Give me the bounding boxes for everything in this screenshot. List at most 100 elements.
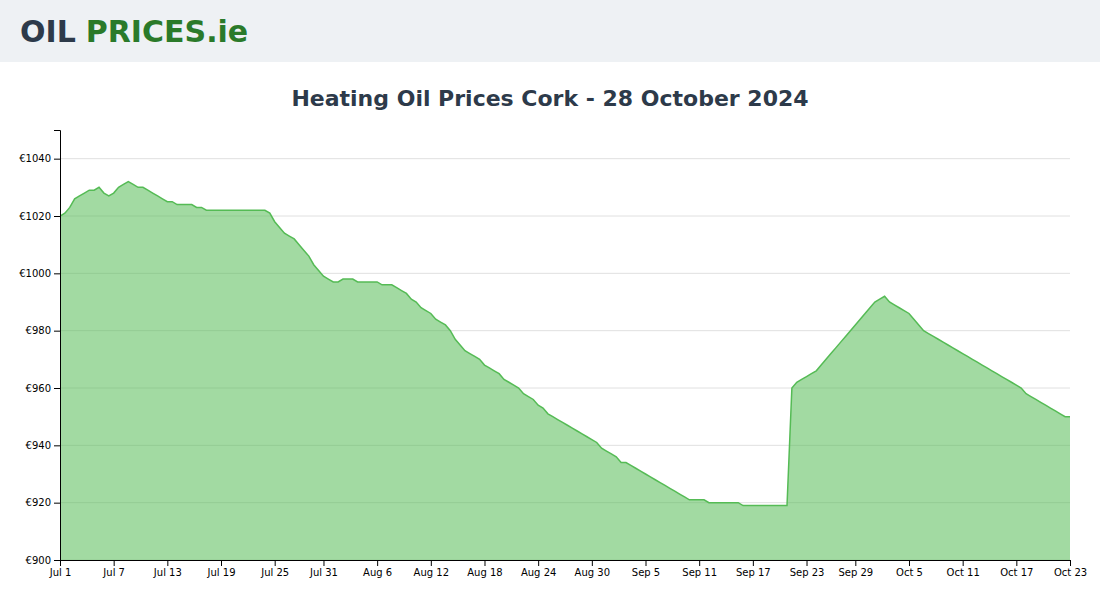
x-tick-label: Sep 23 [790,567,825,578]
x-tick-mark [167,560,168,566]
grid [60,159,1070,560]
header [0,0,1100,62]
y-tick-mark [54,445,60,446]
y-tick-mark [54,560,60,561]
y-tick-label: €920 [26,497,51,508]
x-tick: Jul 1 [49,560,72,578]
x-tick-label: Jul 25 [260,567,289,578]
x-tick: Jul 25 [260,560,289,578]
x-tick: Jul 13 [153,560,182,578]
x-tick: Sep 23 [790,560,825,578]
y-axis: €900 €920 €940 €960 €980 €1000 €1020 €1040 [19,131,60,566]
y-tick-mark [54,388,60,389]
y-tick-label: €960 [26,383,51,394]
x-axis-line [61,561,1071,567]
x-tick-mark [699,560,700,566]
y-tick-mark [54,273,60,274]
x-tick-mark [377,560,378,566]
grid-line [60,158,1070,159]
x-tick: Sep 17 [736,560,771,578]
y-tick: €940 [26,440,60,451]
y-tick: €900 [26,555,60,566]
x-tick-label: Oct 17 [1000,567,1033,578]
x-tick-mark [807,560,808,566]
x-tick: Oct 17 [1000,560,1033,578]
chart: OIL PRICES.ie Heating Oil Prices Cork - 28… [0,0,1100,600]
x-tick: Jul 19 [207,560,236,578]
x-tick-mark [275,560,276,566]
x-tick-label: Oct 11 [947,567,980,578]
x-tick-mark [592,560,593,566]
x-tick-label: Jul 31 [309,567,338,578]
x-tick-mark [1070,560,1071,566]
y-axis-line [54,131,61,561]
y-tick: €960 [26,383,60,394]
y-tick-label: €980 [26,325,51,336]
x-tick-label: Sep 11 [682,567,717,578]
x-tick: Oct 23 [1054,560,1087,578]
y-tick: €1000 [19,268,60,279]
plot: Jul 1 Jul 7 Jul 13 Jul 19 Jul 25 Jul 31 Aug 6 A… [19,131,1087,579]
x-axis: Jul 1 Jul 7 Jul 13 Jul 19 Jul 25 Jul 31 Aug 6 A… [49,560,1087,578]
x-tick-label: Sep 29 [838,567,873,578]
x-tick-mark [221,560,222,566]
x-tick: Aug 12 [414,560,449,578]
y-tick-label: €1020 [19,211,51,222]
y-tick-mark [54,159,60,160]
x-tick: Aug 24 [521,560,556,578]
x-tick: Sep 11 [682,560,717,578]
logo: OIL PRICES.ie [20,14,248,49]
y-tick-label: €1040 [19,153,51,164]
x-tick-label: Aug 12 [414,567,449,578]
marks [60,182,1070,560]
x-tick: Oct 5 [896,560,923,578]
x-tick: Jul 7 [102,560,125,578]
y-tick-label: €1000 [19,268,51,279]
line [60,182,1070,506]
x-tick-label: Aug 6 [363,567,392,578]
y-tick-mark [54,216,60,217]
x-tick-label: Aug 24 [521,567,556,578]
y-tick-label: €940 [26,440,51,451]
x-tick-mark [114,560,115,566]
x-tick-label: Jul 7 [102,567,125,578]
y-tick: €920 [26,497,60,508]
logo-text: PRICES [86,14,206,49]
x-tick-label: Jul 13 [153,567,182,578]
area [60,182,1070,560]
x-tick-mark [1016,560,1017,566]
x-tick-label: Aug 30 [575,567,610,578]
logo-text: .ie [206,14,248,49]
x-tick-mark [963,560,964,566]
x-tick-mark [646,560,647,566]
x-tick-label: Jul 19 [207,567,236,578]
x-tick-label: Sep 5 [632,567,660,578]
x-tick-mark [753,560,754,566]
x-tick-label: Jul 1 [49,567,72,578]
x-tick-mark [909,560,910,566]
logo-text: OIL [20,14,76,49]
x-tick: Aug 6 [363,560,392,578]
x-tick: Sep 5 [632,560,660,578]
x-tick-label: Oct 5 [896,567,923,578]
y-tick: €980 [26,325,60,336]
title: Heating Oil Prices Cork - 28 October 202… [291,86,808,111]
x-tick-label: Aug 18 [467,567,502,578]
y-tick-mark [54,503,60,504]
x-tick-mark [323,560,324,566]
y-tick: €1020 [19,211,60,222]
y-tick: €1040 [19,153,60,164]
x-tick-mark [431,560,432,566]
x-tick-mark [855,560,856,566]
x-tick-label: Oct 23 [1054,567,1087,578]
x-tick-mark [538,560,539,566]
y-tick-mark [54,331,60,332]
x-tick-mark [484,560,485,566]
y-tick-label: €900 [26,555,51,566]
x-tick: Aug 18 [467,560,502,578]
x-tick: Oct 11 [947,560,980,578]
x-tick: Jul 31 [309,560,338,578]
x-tick-label: Sep 17 [736,567,771,578]
x-tick: Sep 29 [838,560,873,578]
x-tick: Aug 30 [575,560,610,578]
